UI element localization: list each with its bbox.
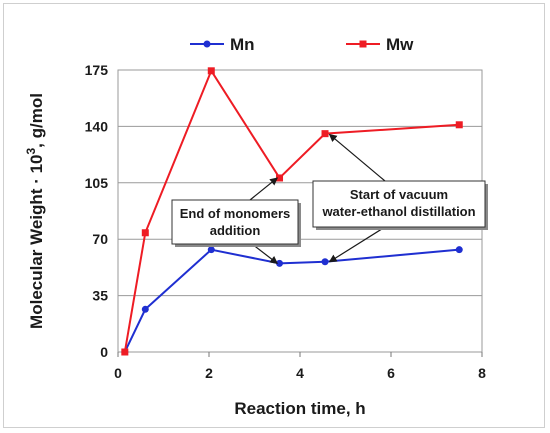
y-axis-title: Molecular Weight · 103, g/mol (24, 93, 46, 329)
data-point-mw (321, 130, 329, 138)
x-tick-label: 4 (296, 365, 304, 381)
data-point-mn (207, 246, 215, 254)
y-tick-label: 0 (100, 344, 108, 360)
annotation-arrow (249, 177, 279, 201)
legend: Mn Mw (190, 35, 414, 54)
data-point-mn (455, 246, 463, 254)
y-tick-label: 35 (92, 288, 108, 304)
y-axis-title-suffix: , g/mol (27, 93, 46, 148)
annotation-text: addition (210, 223, 261, 238)
y-axis-title-exponent: 3 (24, 148, 38, 155)
y-tick-label: 175 (85, 62, 109, 78)
data-point-mn (141, 305, 149, 313)
x-tick-labels: 0 2 4 6 8 (114, 352, 486, 381)
y-tick-label: 70 (92, 231, 108, 247)
y-tick-label: 140 (85, 118, 109, 134)
legend-marker (203, 40, 211, 48)
series-line-mw (123, 68, 460, 353)
x-axis-title: Reaction time, h (234, 399, 365, 418)
legend-marker (359, 40, 367, 48)
series-mw (121, 67, 463, 356)
annotation-arrow (328, 226, 386, 263)
y-axis-title-prefix: Molecular Weight · 10 (27, 155, 46, 329)
annotation-arrow (328, 133, 386, 182)
data-point-mw (121, 348, 129, 356)
data-point-mw (141, 229, 149, 237)
data-point-mw (276, 174, 284, 182)
series-line-mn (123, 248, 460, 353)
legend-item-mw: Mw (346, 35, 414, 54)
data-point-mw (207, 67, 215, 75)
annotation-text: water-ethanol distillation (321, 204, 475, 219)
data-point-mw (455, 121, 463, 129)
annotation-2: Start of vacuum water-ethanol distillatio… (312, 133, 488, 263)
legend-item-mn: Mn (190, 35, 255, 54)
x-tick-label: 2 (205, 365, 213, 381)
annotation-box (312, 180, 486, 228)
y-tick-labels: 0 35 70 105 140 175 (85, 62, 109, 360)
annotations-layer: End of monomers addition Start of vacuum wa… (171, 133, 488, 264)
data-point-mn (321, 258, 329, 266)
annotation-box (171, 199, 299, 245)
legend-label: Mn (230, 35, 255, 54)
annotation-1: End of monomers addition (171, 177, 301, 264)
legend-label: Mw (386, 35, 414, 54)
annotation-text: Start of vacuum (350, 187, 448, 202)
annotation-arrow (251, 243, 279, 264)
y-tick-label: 105 (85, 175, 109, 191)
annotation-text: End of monomers (180, 206, 291, 221)
x-tick-label: 0 (114, 365, 122, 381)
series-layer (121, 67, 463, 356)
x-tick-label: 8 (478, 365, 486, 381)
x-tick-label: 6 (387, 365, 395, 381)
